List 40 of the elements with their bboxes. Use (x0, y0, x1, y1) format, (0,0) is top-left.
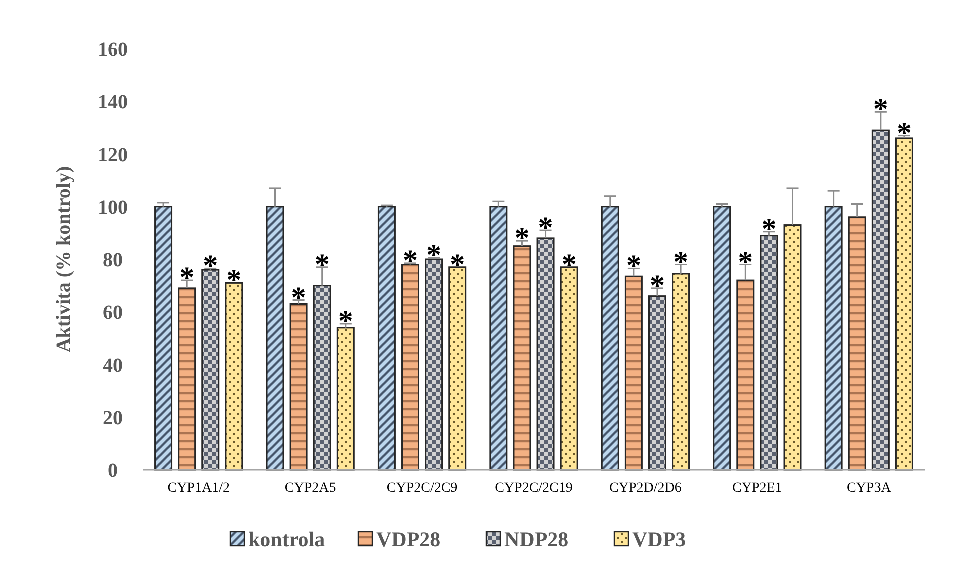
x-tick-label: CYP2C/2C9 (386, 481, 458, 496)
annotation: * (180, 262, 195, 295)
annotation: * (738, 246, 754, 279)
y-tick-label: 60 (103, 302, 123, 324)
y-tick-label: 20 (103, 407, 123, 430)
y-tick-label: 160 (98, 39, 128, 61)
y-tick-label: 40 (103, 354, 123, 377)
y-axis-title: Aktivita (% kontroly) (53, 166, 75, 353)
legend-label: kontrola (248, 527, 326, 552)
legend-label: VDP28 (376, 527, 441, 552)
annotation: * (450, 248, 466, 282)
y-tick-label: 120 (98, 144, 128, 166)
annotation: * (314, 248, 330, 282)
annotation: * (873, 93, 888, 126)
annotation: * (403, 244, 418, 278)
annotation: * (514, 222, 530, 256)
annotation: * (226, 264, 242, 298)
x-tick-label: CYP2E1 (732, 481, 782, 496)
annotation: * (538, 212, 554, 245)
annotation: * (291, 281, 306, 314)
x-tick-label: CYP1A1/2 (168, 481, 230, 496)
x-tick-label: CYP2C/2C19 (495, 481, 573, 496)
legend-label: NDP28 (504, 527, 569, 552)
annotation: * (626, 250, 642, 283)
annotation: * (674, 246, 689, 279)
annotation: * (650, 269, 665, 302)
annotation: * (562, 248, 577, 282)
x-tick-label: CYP2D/2D6 (610, 481, 682, 496)
x-tick-label: CYP3A (846, 481, 892, 496)
annotation: * (338, 304, 354, 338)
annotation: * (896, 116, 912, 150)
y-tick-label: 100 (98, 196, 128, 219)
y-tick-label: 80 (103, 250, 123, 272)
annotation: * (203, 250, 218, 283)
y-tick-label: 0 (108, 460, 118, 482)
y-tick-label: 140 (98, 92, 128, 114)
x-tick-label: CYP2A5 (284, 481, 336, 496)
annotation: * (426, 239, 442, 272)
legend-label: VDP3 (632, 527, 686, 552)
annotation: * (762, 212, 777, 246)
